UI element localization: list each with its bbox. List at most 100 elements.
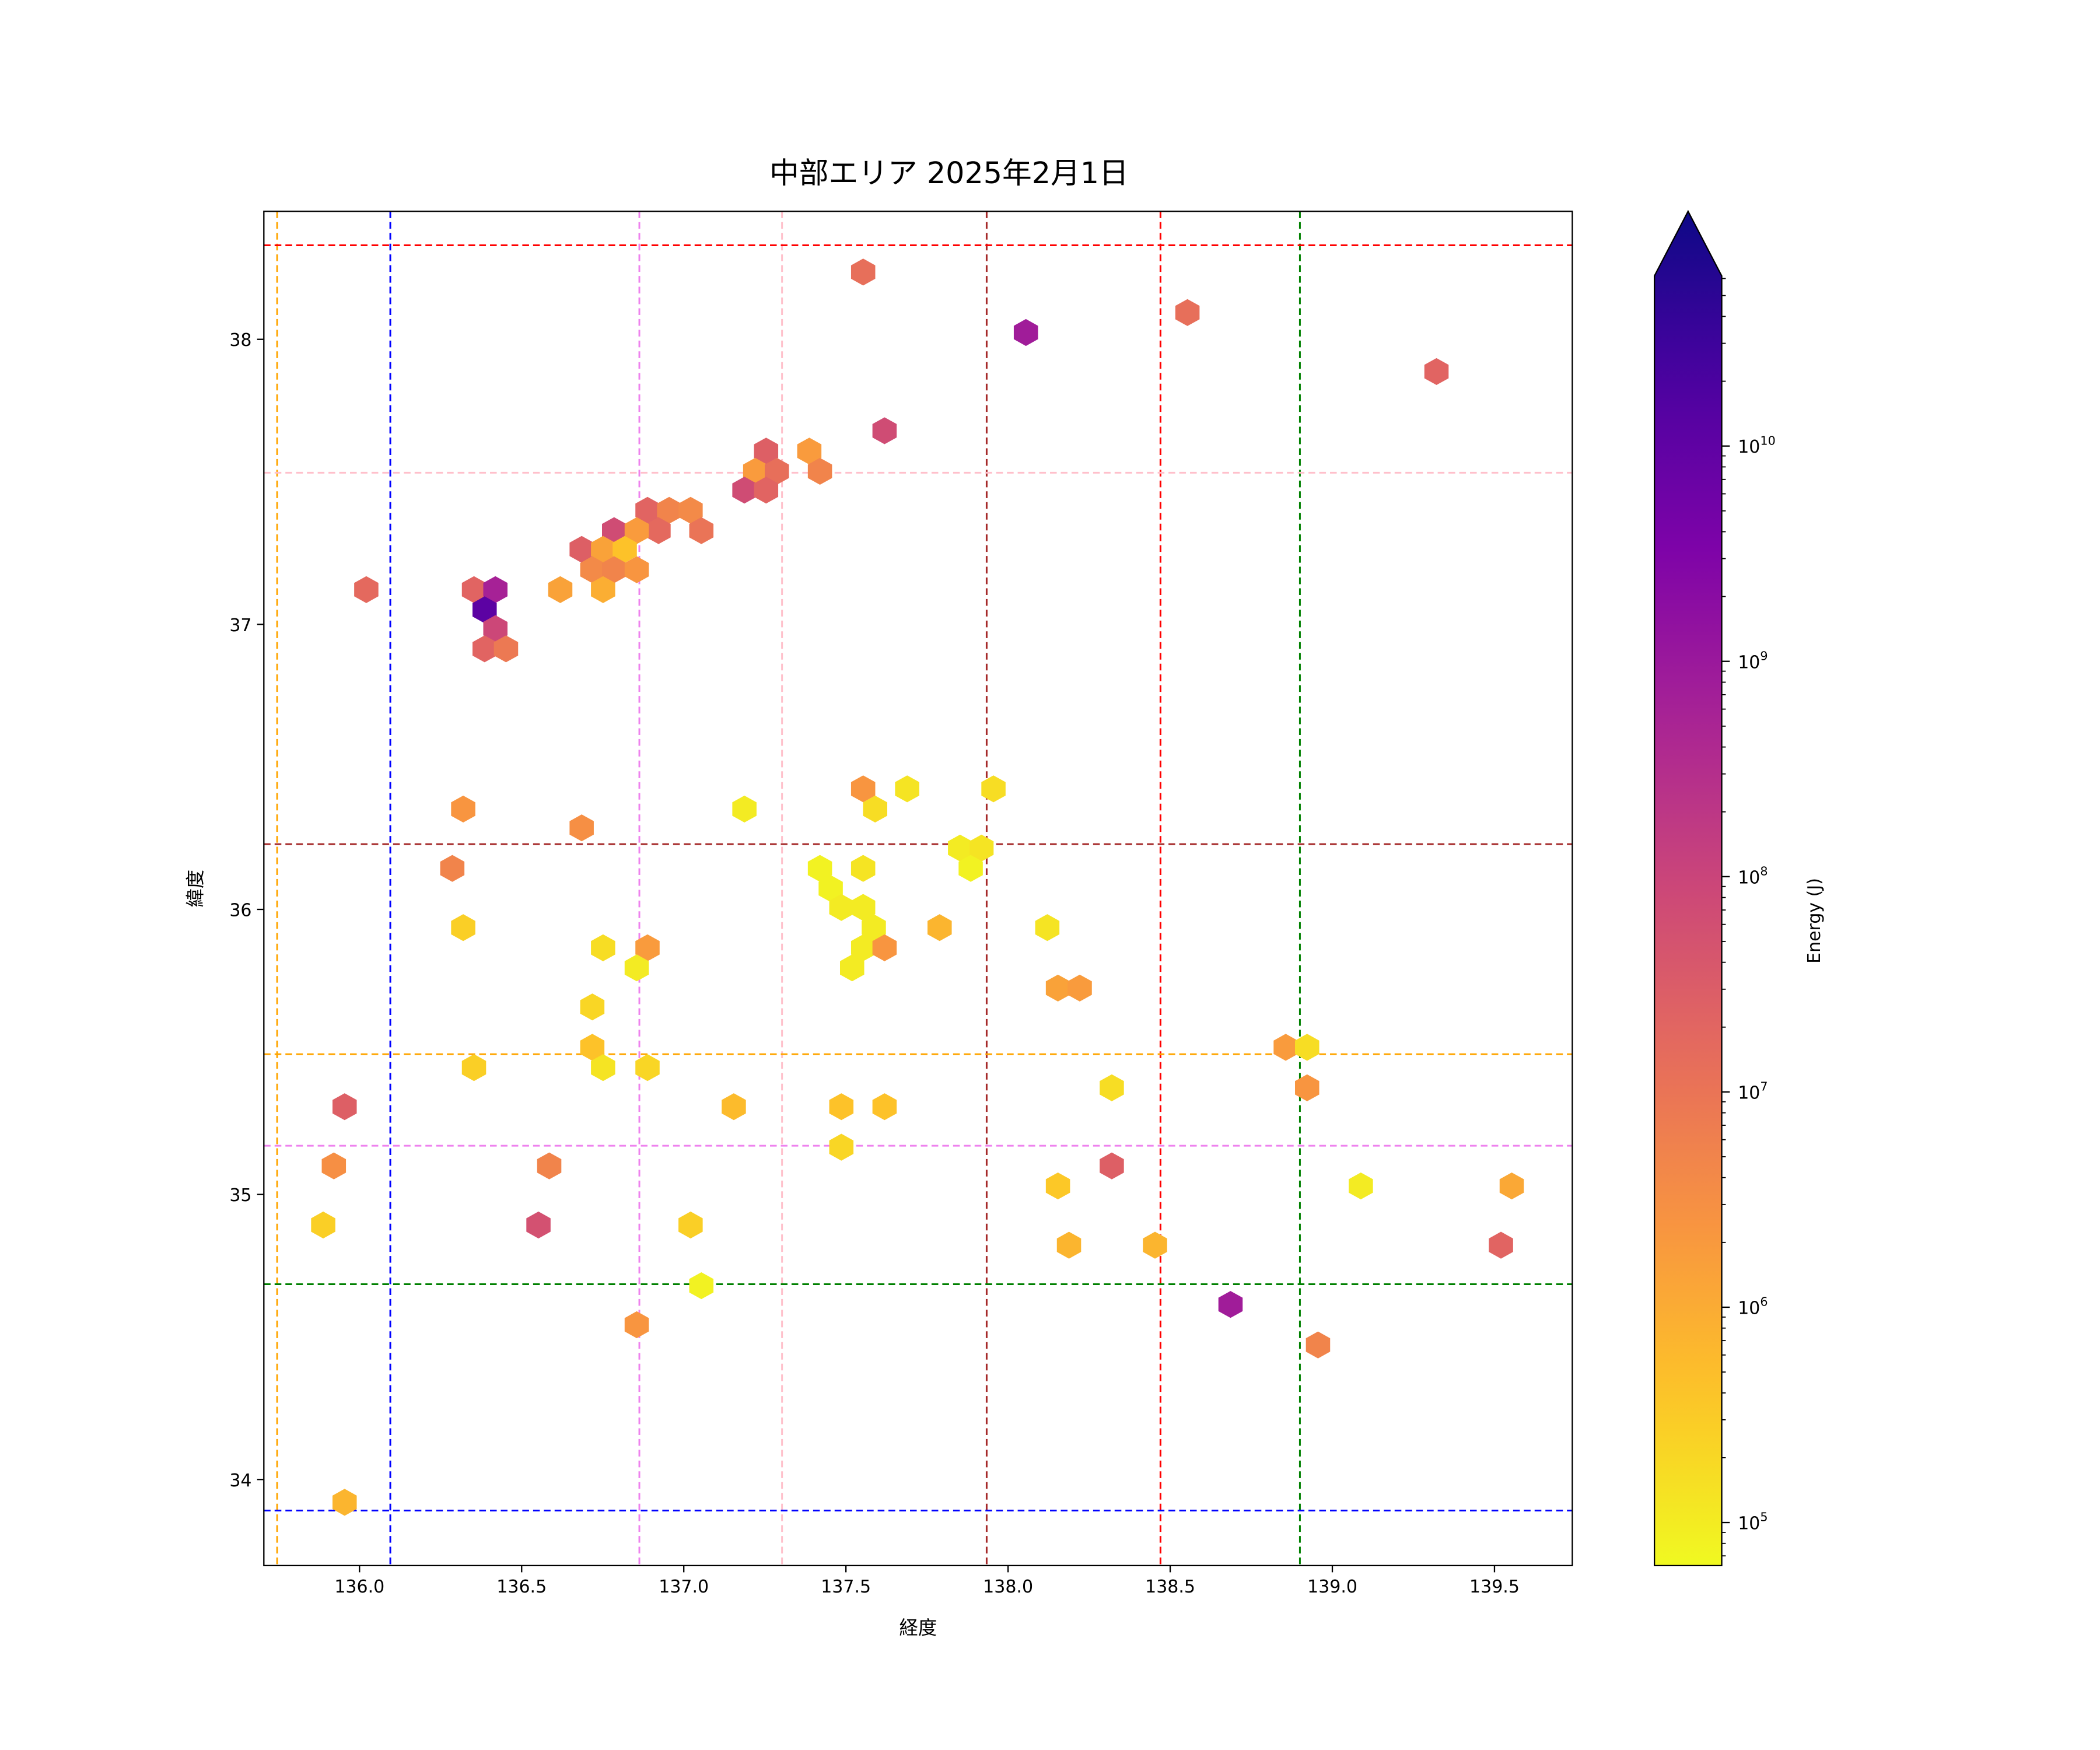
colorbar-tick-label: 109 — [1738, 649, 1768, 673]
hexbin-cell — [311, 1211, 335, 1239]
hexbin-cell — [722, 1093, 746, 1121]
hexbin-cell — [1175, 299, 1200, 326]
y-axis: 34 35 36 37 38 — [229, 330, 264, 1491]
hexbin-cell — [591, 934, 615, 961]
hexbin-cell — [818, 875, 843, 902]
y-axis-label: 緯度 — [184, 870, 206, 908]
hexbin-cell — [850, 855, 876, 882]
hexbin-cell — [863, 795, 887, 822]
hexbin-cell — [591, 1054, 615, 1082]
tick-exponent: 10 — [1760, 433, 1775, 447]
hexbin-cell — [580, 993, 605, 1021]
y-tick-label: 35 — [229, 1185, 251, 1206]
hexbin-cell — [451, 914, 475, 942]
hexbin-cell — [895, 775, 919, 803]
hexbin-cell — [689, 517, 714, 544]
hexbin-cell — [1499, 1172, 1524, 1200]
hexbin-cell — [948, 834, 972, 862]
y-tick-label: 38 — [229, 330, 251, 351]
hexbin-cell — [1306, 1331, 1331, 1359]
hexbin-cell — [958, 855, 983, 882]
hexbin-cell — [797, 438, 822, 465]
hexbin-cell — [332, 1093, 357, 1121]
x-tick-label: 138.5 — [1145, 1577, 1195, 1597]
hexbin-cell — [807, 457, 832, 485]
x-tick-label: 139.5 — [1469, 1577, 1520, 1597]
hexbin-cell — [354, 576, 379, 603]
hexbin-cell — [461, 576, 487, 603]
hexbin-cell — [1045, 974, 1070, 1002]
x-axis: 136.0 136.5 137.0 137.5 138.0 138.5 139.0 139.5 — [334, 1565, 1520, 1597]
hexbin-cell — [548, 576, 573, 603]
x-tick-label: 139.0 — [1307, 1577, 1357, 1597]
hexbin-cell — [969, 834, 994, 862]
hexbin-cell — [678, 1211, 703, 1239]
tick-exponent: 8 — [1760, 864, 1768, 878]
colorbar-tick-label: 107 — [1738, 1080, 1768, 1104]
hexbin-cell — [1489, 1231, 1513, 1259]
hexbin-cell — [754, 477, 779, 504]
hexbin-cell — [473, 596, 497, 624]
colorbar-tick-label: 108 — [1738, 864, 1768, 888]
hexbin-cell — [646, 517, 671, 544]
hexbin-cell — [1100, 1152, 1124, 1180]
axes-frame — [263, 211, 1573, 1566]
hexbin-cell — [321, 1152, 346, 1180]
hexbin-cell — [872, 1093, 897, 1121]
hexbin-cell — [451, 795, 475, 822]
hexbin-cell — [624, 517, 649, 544]
hexbin-cell — [1013, 318, 1038, 346]
hexbin-cell — [1143, 1231, 1167, 1259]
hexbin-cell — [591, 536, 615, 563]
hexbin-cell — [678, 496, 703, 524]
hexbin-cell — [850, 258, 876, 286]
hexbin-cell — [635, 496, 660, 524]
hexbin-cell — [872, 934, 897, 961]
hexbin-cell — [1295, 1034, 1320, 1061]
hexbin-cell — [473, 635, 497, 663]
hexbin-cell — [580, 1034, 605, 1061]
hexbin-cell — [850, 934, 876, 961]
hexbin-cell — [332, 1489, 357, 1516]
tick-base: 10 — [1738, 1083, 1760, 1103]
tick-base: 10 — [1738, 867, 1760, 888]
hexbin-cell — [537, 1152, 562, 1180]
colorbar-label: Energy (J) — [1804, 878, 1825, 964]
hexbin-cell — [928, 914, 952, 942]
y-tick-label: 34 — [229, 1471, 251, 1491]
hexbin-cell — [840, 954, 864, 982]
hexbin-cell — [732, 795, 757, 822]
hexbin-cell — [754, 438, 779, 465]
hexbin-cell — [1100, 1074, 1124, 1101]
hexbin-cell — [1273, 1034, 1298, 1061]
hexbin-cell — [624, 556, 649, 583]
tick-exponent: 9 — [1760, 649, 1768, 663]
hexbin-cell — [635, 934, 660, 961]
hexbin-cell — [1068, 974, 1092, 1002]
hexbin-cell — [807, 855, 832, 882]
x-tick-label: 137.5 — [821, 1577, 871, 1597]
hexbin-cell — [1424, 358, 1449, 385]
hexbin-cell — [829, 894, 854, 921]
hexbin-cell — [591, 576, 615, 603]
hexbin-cell — [850, 775, 876, 803]
x-tick-label: 136.5 — [496, 1577, 547, 1597]
tick-exponent: 5 — [1760, 1510, 1768, 1524]
tick-base: 10 — [1738, 652, 1760, 673]
hexbin-cell — [635, 1054, 660, 1082]
x-tick-label: 138.0 — [983, 1577, 1033, 1597]
hexbin-cell — [580, 556, 605, 583]
hexbin-cell — [850, 894, 876, 921]
hexbin-cell — [483, 576, 508, 603]
reference-lines — [264, 211, 1573, 1566]
colorbar-tick-label: 106 — [1738, 1295, 1768, 1319]
hexbin-cell — [1295, 1074, 1320, 1101]
hexbin-cell — [829, 1093, 854, 1121]
hexbin-cell — [440, 855, 465, 882]
x-axis-label: 経度 — [900, 1617, 937, 1639]
hexbin-cell — [981, 775, 1006, 803]
